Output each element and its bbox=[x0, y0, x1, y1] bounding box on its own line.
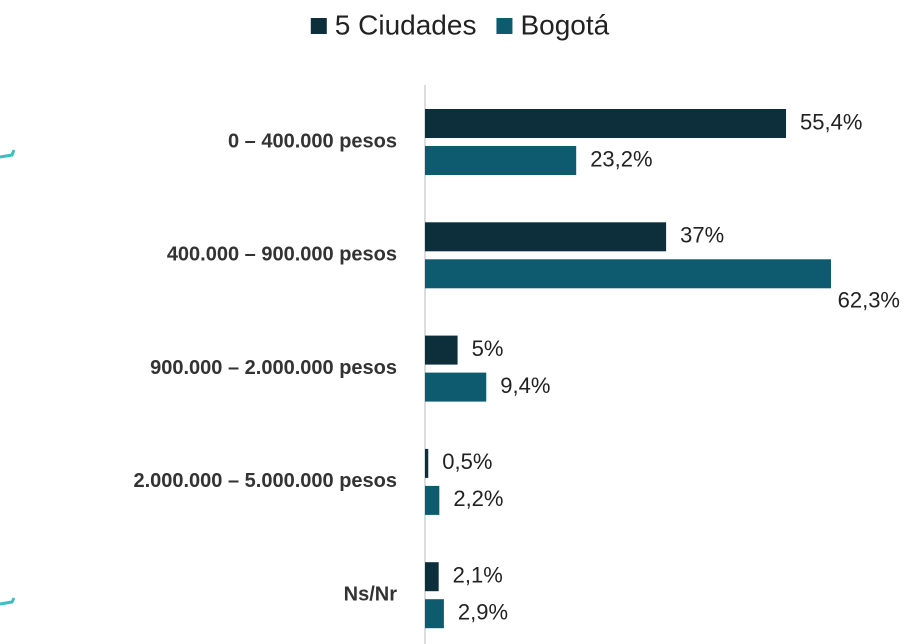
value-label: 9,4% bbox=[500, 373, 550, 398]
category-label: 2.000.000 – 5.000.000 pesos bbox=[133, 470, 397, 492]
legend-swatch bbox=[496, 18, 513, 34]
value-label: 0,5% bbox=[442, 449, 492, 474]
bar bbox=[425, 259, 831, 289]
bar bbox=[425, 562, 439, 592]
value-label: 2,1% bbox=[453, 563, 503, 588]
value-label: 5% bbox=[472, 336, 504, 361]
value-label: 37% bbox=[680, 223, 724, 248]
bar bbox=[425, 448, 429, 478]
bar bbox=[425, 335, 458, 365]
category-label: 0 – 400.000 pesos bbox=[228, 130, 397, 152]
bar bbox=[425, 146, 577, 175]
legend-label: 5 Ciudades bbox=[335, 9, 477, 40]
bar bbox=[425, 599, 444, 629]
value-label: 2,2% bbox=[453, 486, 503, 511]
legend-swatch bbox=[310, 18, 327, 34]
category-label: 400.000 – 900.000 pesos bbox=[167, 244, 397, 266]
bar bbox=[425, 109, 787, 138]
category-label: Ns/Nr bbox=[344, 583, 398, 605]
value-label: 2,9% bbox=[458, 600, 508, 625]
legend-label: Bogotá bbox=[520, 9, 609, 40]
decoration bbox=[0, 597, 16, 606]
value-label: 62,3% bbox=[838, 288, 900, 313]
bar bbox=[425, 485, 440, 515]
category-label: 900.000 – 2.000.000 pesos bbox=[150, 357, 397, 379]
bar bbox=[425, 222, 667, 252]
value-label: 55,4% bbox=[800, 109, 862, 134]
bar bbox=[425, 372, 487, 402]
decoration bbox=[0, 149, 16, 159]
value-label: 23,2% bbox=[590, 146, 652, 171]
